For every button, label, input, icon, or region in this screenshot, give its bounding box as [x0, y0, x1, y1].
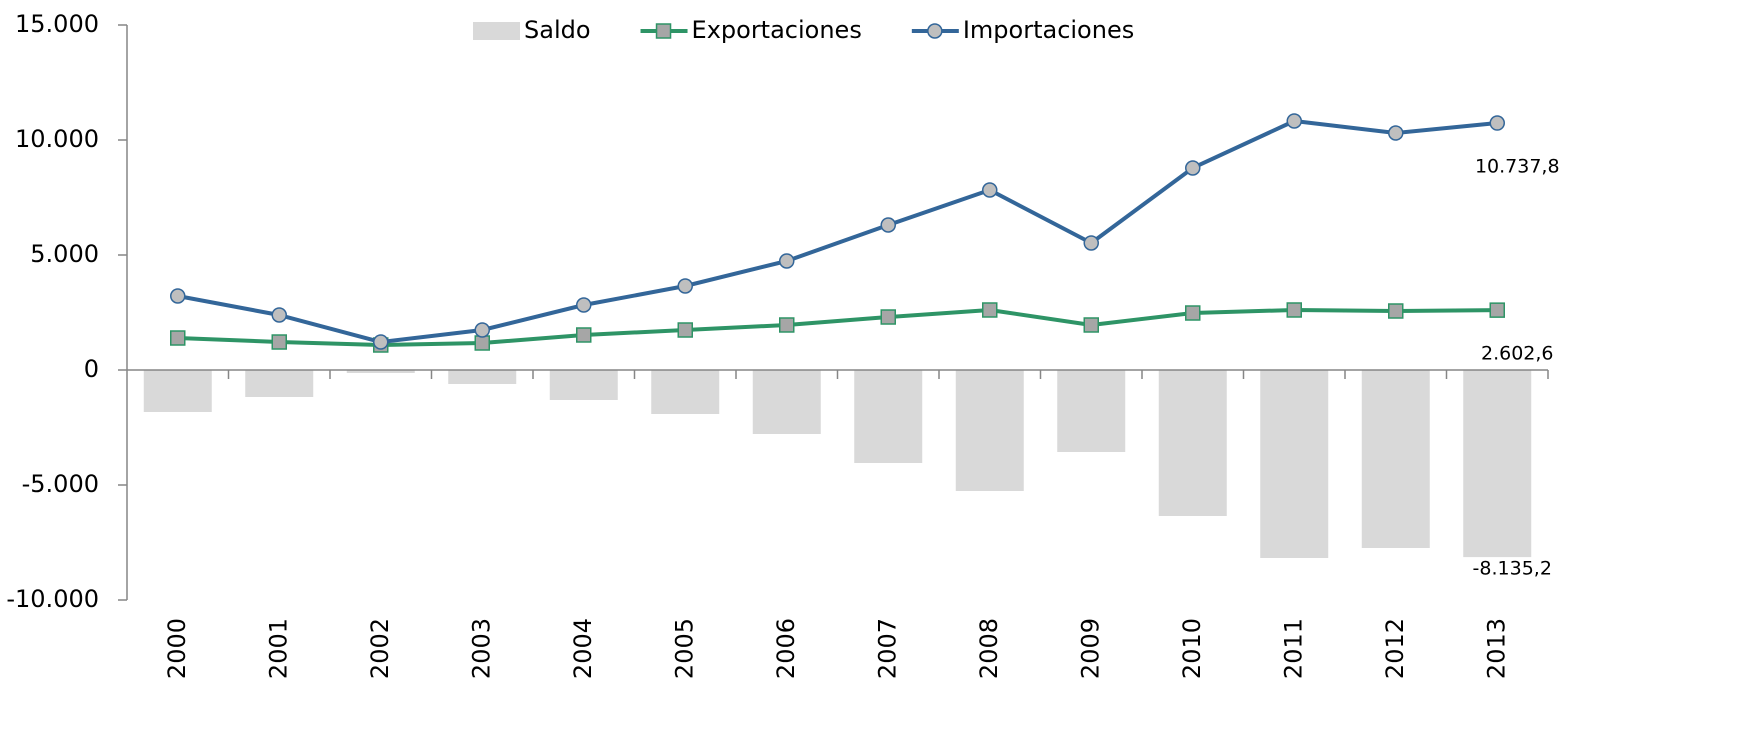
bar	[245, 370, 314, 398]
x-tick-label: 2002	[366, 618, 394, 679]
marker	[1489, 302, 1505, 318]
marker	[576, 297, 592, 313]
marker	[1083, 317, 1099, 333]
legend-marker	[927, 23, 943, 39]
marker	[474, 322, 490, 338]
y-tick-label: 0	[84, 355, 99, 383]
marker	[779, 317, 795, 333]
marker	[1489, 115, 1505, 131]
marker	[1185, 305, 1201, 321]
marker	[271, 307, 287, 323]
marker	[474, 335, 490, 351]
x-tick-label: 2009	[1076, 618, 1104, 679]
marker	[982, 302, 998, 318]
marker	[373, 334, 389, 350]
marker	[170, 330, 186, 346]
y-tick-label: 10.000	[15, 125, 99, 153]
data-label: -8.135,2	[1473, 558, 1552, 580]
x-tick-label: 2001	[264, 618, 292, 679]
x-tick-label: 2007	[873, 618, 901, 679]
x-tick-label: 2006	[772, 618, 800, 679]
legend-label: Importaciones	[963, 16, 1134, 44]
marker	[880, 217, 896, 233]
series-line	[177, 307, 1498, 347]
data-label: 10.737,8	[1475, 156, 1560, 178]
x-tick-label: 2005	[670, 618, 698, 679]
x-tick-label: 2013	[1482, 618, 1510, 679]
data-label: 2.602,6	[1481, 343, 1554, 365]
legend-marker	[655, 23, 672, 39]
marker	[1286, 302, 1302, 318]
bar	[1260, 370, 1329, 559]
bar	[1057, 370, 1126, 452]
marker	[982, 182, 998, 198]
marker	[1286, 113, 1302, 129]
series-line	[177, 119, 1498, 345]
bar	[651, 370, 720, 414]
legend-swatch	[473, 22, 520, 40]
legend-label: Saldo	[524, 16, 591, 44]
bar	[143, 370, 212, 412]
x-tick-label: 2011	[1279, 618, 1307, 679]
bar	[346, 370, 415, 373]
marker	[1388, 125, 1404, 141]
y-tick-label: -10.000	[6, 585, 99, 613]
marker	[1388, 303, 1404, 319]
bar	[752, 370, 821, 435]
bar	[854, 370, 923, 463]
bar	[1463, 370, 1532, 558]
bar	[448, 370, 517, 385]
x-tick-label: 2010	[1178, 618, 1206, 679]
y-tick-label: 15.000	[15, 10, 99, 38]
bar	[549, 370, 618, 400]
x-tick-label: 2012	[1381, 618, 1409, 679]
x-tick-label: 2000	[163, 618, 191, 679]
x-tick-label: 2003	[467, 618, 495, 679]
marker	[271, 334, 287, 350]
x-tick-label: 2008	[975, 618, 1003, 679]
marker	[677, 322, 693, 338]
x-tick-label: 2004	[569, 618, 597, 679]
marker	[576, 327, 592, 343]
bar	[1158, 370, 1227, 517]
bar	[955, 370, 1024, 492]
bar	[1361, 370, 1430, 548]
marker	[1185, 160, 1201, 176]
marker	[170, 288, 186, 304]
marker	[880, 309, 896, 325]
marker	[677, 278, 693, 294]
marker	[1083, 235, 1099, 251]
marker	[779, 253, 795, 269]
legend-label: Exportaciones	[692, 16, 862, 44]
y-tick-label: -5.000	[22, 470, 99, 498]
y-tick-label: 5.000	[30, 240, 99, 268]
